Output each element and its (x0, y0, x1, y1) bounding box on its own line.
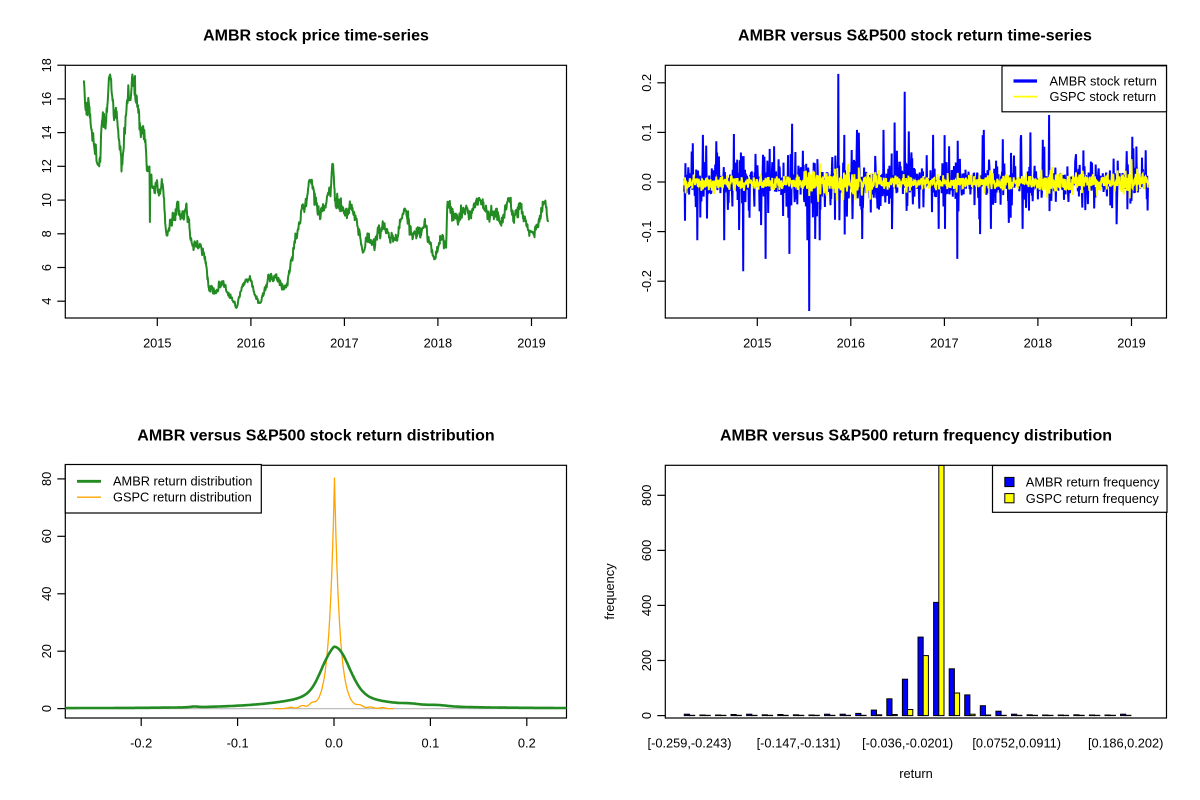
svg-text:0.0: 0.0 (325, 736, 343, 751)
svg-text:AMBR versus S&P500 return freq: AMBR versus S&P500 return frequency dist… (720, 427, 1112, 444)
svg-text:2017: 2017 (330, 336, 358, 351)
svg-text:-0.2: -0.2 (130, 736, 152, 751)
svg-text:80: 80 (39, 472, 54, 486)
svg-text:[-0.147,-0.131): [-0.147,-0.131) (757, 736, 841, 751)
svg-text:200: 200 (639, 650, 654, 671)
svg-text:AMBR return frequency: AMBR return frequency (1026, 475, 1160, 490)
svg-text:2018: 2018 (1024, 336, 1052, 351)
svg-text:16: 16 (39, 92, 54, 106)
svg-text:800: 800 (639, 485, 654, 506)
svg-text:[-0.259,-0.243): [-0.259,-0.243) (648, 736, 732, 751)
svg-text:600: 600 (639, 540, 654, 561)
svg-text:2016: 2016 (237, 336, 265, 351)
svg-text:-0.1: -0.1 (639, 221, 654, 243)
svg-text:GSPC stock return: GSPC stock return (1050, 89, 1157, 104)
svg-text:0.2: 0.2 (518, 736, 536, 751)
svg-text:14: 14 (39, 125, 54, 139)
svg-text:0.1: 0.1 (639, 124, 654, 142)
svg-text:12: 12 (39, 159, 54, 173)
svg-text:60: 60 (39, 529, 54, 543)
svg-text:8: 8 (39, 230, 54, 237)
svg-text:-0.2: -0.2 (639, 270, 654, 292)
svg-text:GSPC return distribution: GSPC return distribution (113, 489, 252, 504)
svg-text:[-0.036,-0.0201): [-0.036,-0.0201) (862, 736, 953, 751)
svg-text:AMBR versus S&P500 stock retur: AMBR versus S&P500 stock return distribu… (137, 427, 494, 444)
svg-text:18: 18 (39, 58, 54, 72)
svg-text:AMBR stock return: AMBR stock return (1050, 73, 1157, 88)
svg-text:2015: 2015 (143, 336, 171, 351)
svg-text:2019: 2019 (1117, 336, 1145, 351)
svg-text:AMBR versus S&P500 stock retur: AMBR versus S&P500 stock return time-ser… (738, 27, 1092, 44)
svg-text:-0.1: -0.1 (227, 736, 249, 751)
svg-text:10: 10 (39, 193, 54, 207)
svg-text:4: 4 (39, 298, 54, 305)
svg-text:0.0: 0.0 (639, 173, 654, 191)
svg-text:400: 400 (639, 595, 654, 616)
svg-text:AMBR return distribution: AMBR return distribution (113, 474, 252, 489)
svg-text:2015: 2015 (743, 336, 771, 351)
svg-text:20: 20 (39, 644, 54, 658)
svg-text:40: 40 (39, 587, 54, 601)
svg-text:[0.0752,0.0911): [0.0752,0.0911) (972, 736, 1061, 751)
svg-text:GSPC return frequency: GSPC return frequency (1026, 491, 1160, 506)
svg-text:0.2: 0.2 (639, 74, 654, 92)
svg-text:2019: 2019 (517, 336, 545, 351)
svg-text:0: 0 (639, 712, 654, 719)
svg-text:frequency: frequency (602, 563, 617, 620)
svg-text:2017: 2017 (930, 336, 958, 351)
svg-text:return: return (899, 766, 932, 781)
svg-text:0.1: 0.1 (422, 736, 440, 751)
svg-text:6: 6 (39, 264, 54, 271)
svg-text:[0.186,0.202): [0.186,0.202) (1088, 736, 1163, 751)
svg-text:AMBR stock price time-series: AMBR stock price time-series (203, 27, 429, 44)
svg-text:2018: 2018 (424, 336, 452, 351)
svg-text:0: 0 (39, 705, 54, 712)
svg-text:2016: 2016 (837, 336, 865, 351)
